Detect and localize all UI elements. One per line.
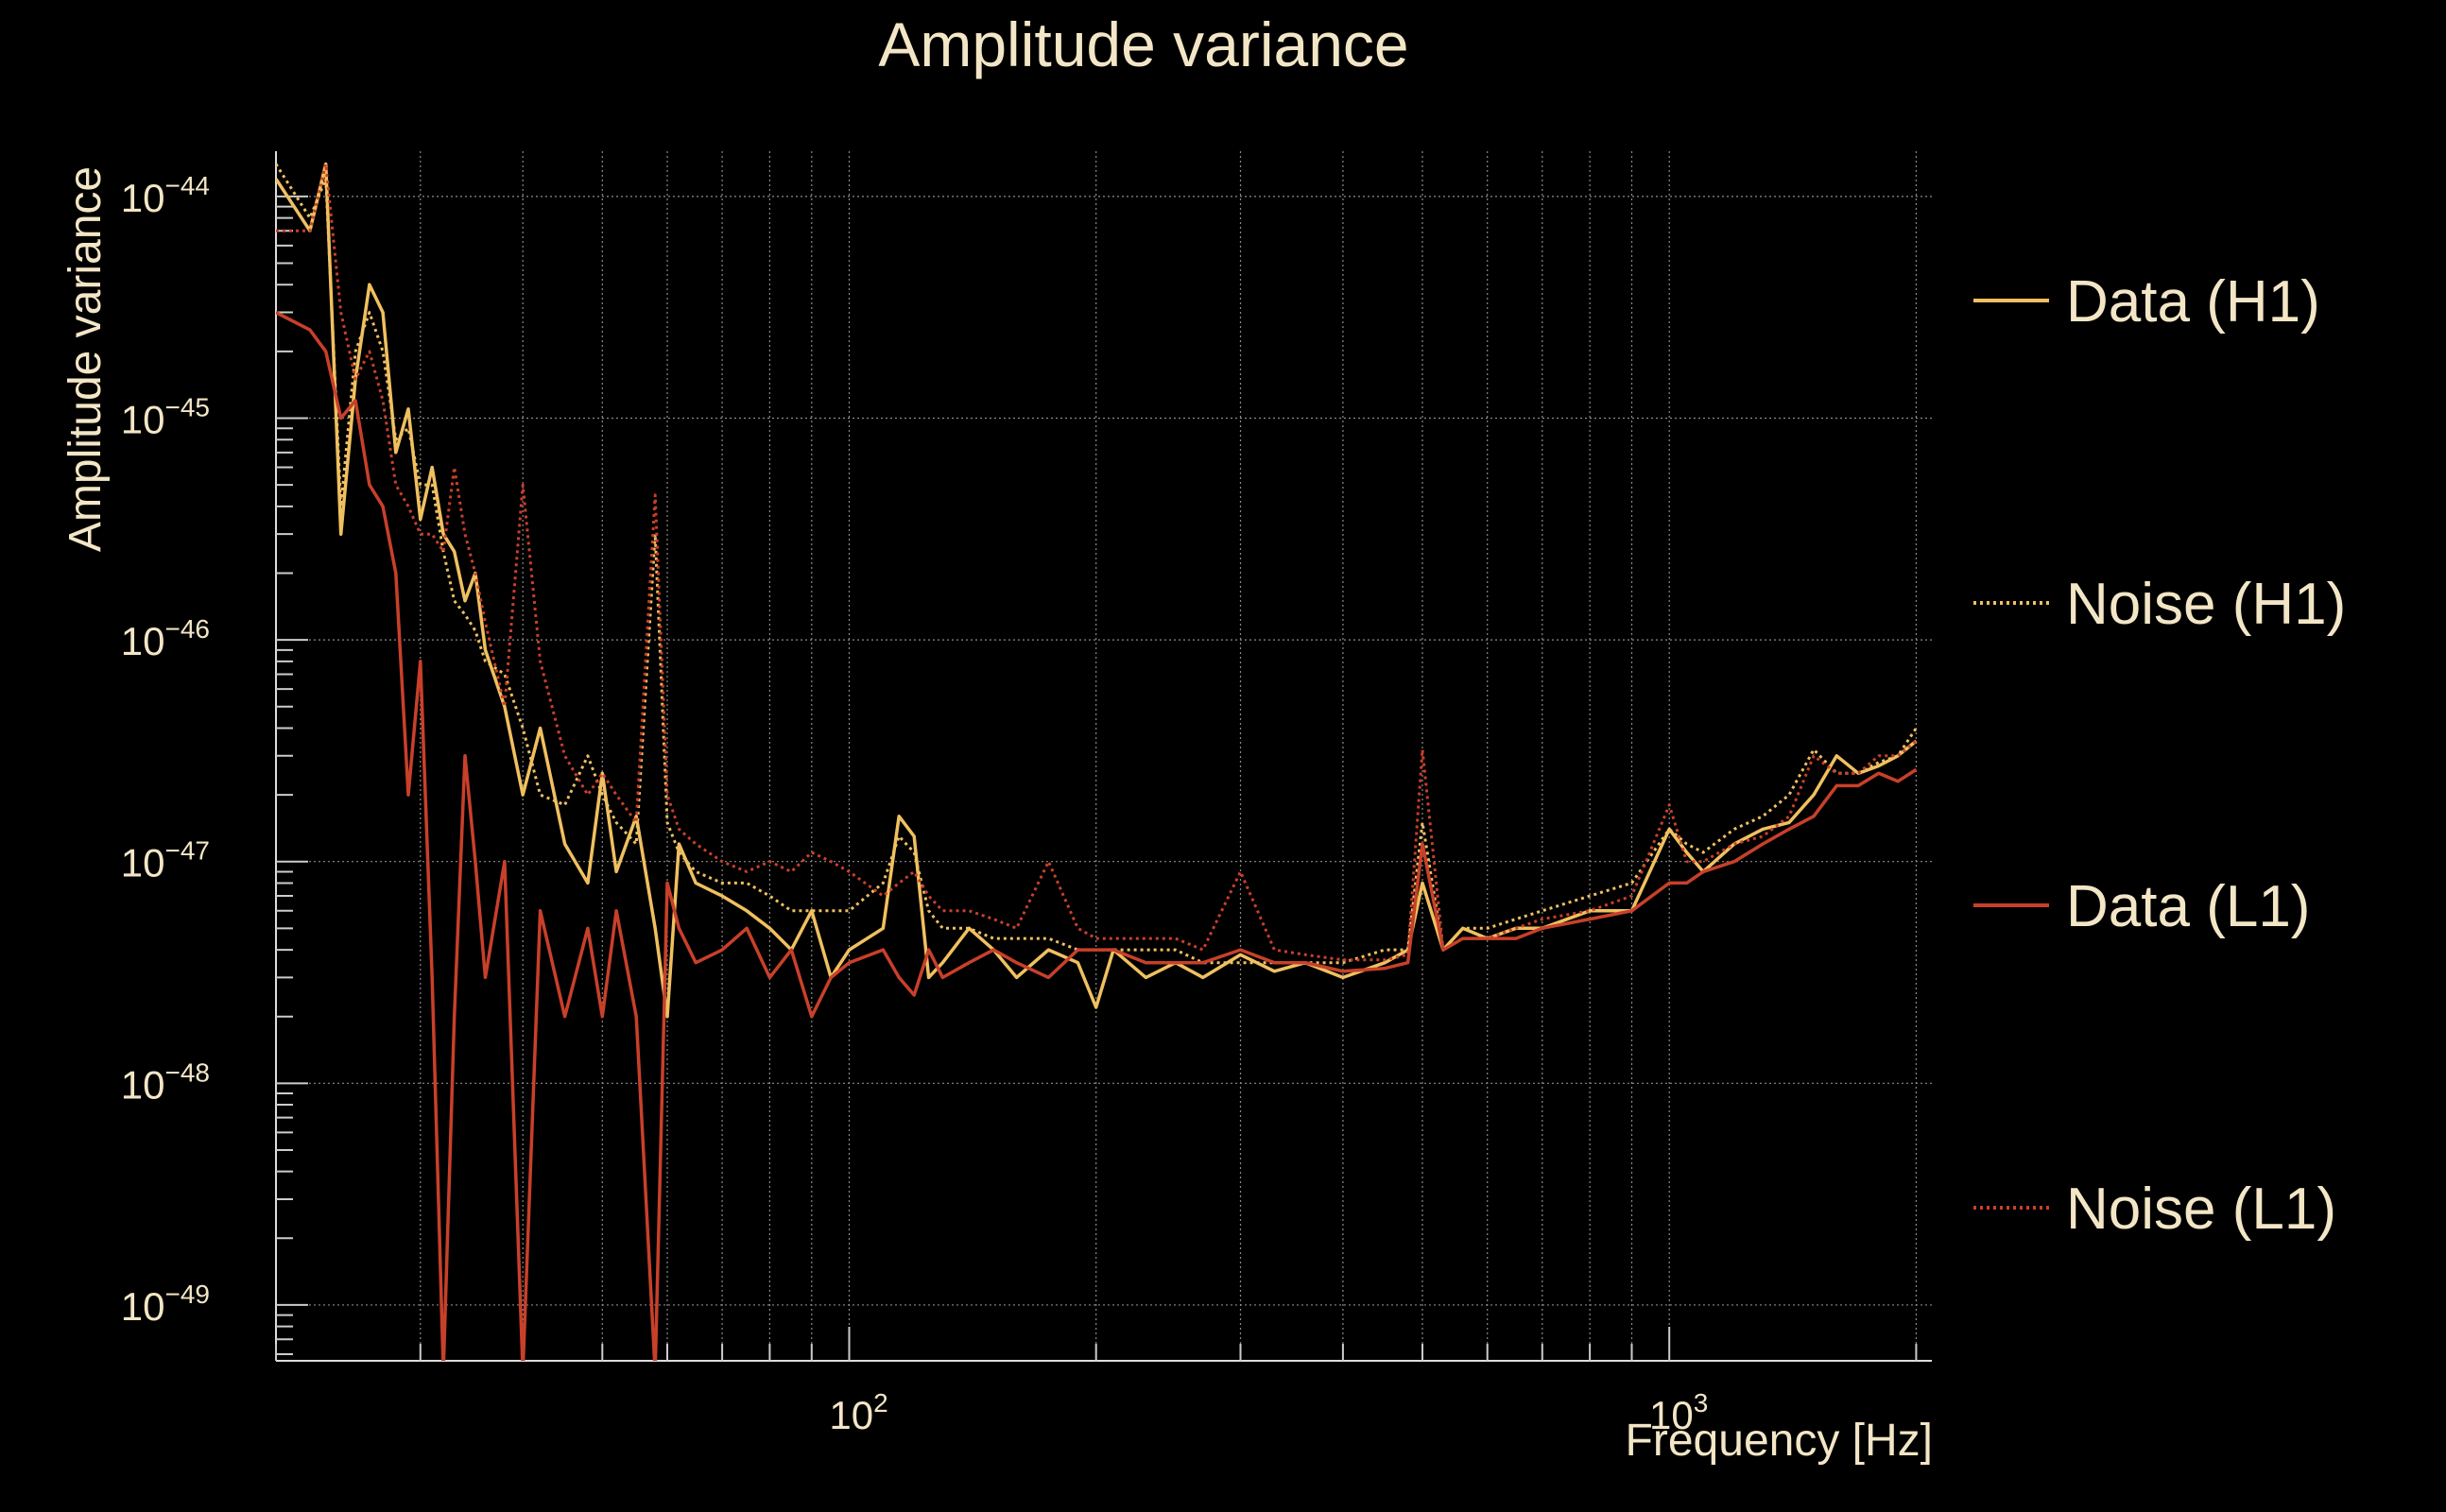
series-line-3 [276, 311, 1918, 1361]
y-tick-label: 10−45 [121, 392, 210, 441]
series-line-2 [276, 163, 1918, 965]
legend-label: Noise (L1) [2066, 1177, 2336, 1242]
x-tick-label: 103 [1649, 1388, 1708, 1437]
legend-label: Noise (H1) [2066, 572, 2346, 637]
y-tick-label: 10−44 [121, 171, 210, 220]
series-line-1 [276, 162, 1918, 1019]
legend-label: Data (H1) [2066, 269, 2320, 335]
chart-title: Amplitude variance [878, 9, 1408, 79]
axis-ticks [275, 195, 1918, 1361]
grid-lines [275, 151, 1932, 1361]
y-tick-label: 10−49 [121, 1280, 210, 1329]
y-tick-label: 10−46 [121, 614, 210, 663]
y-axis-label: Amplitude variance [60, 166, 111, 552]
y-tick-label: 10−47 [121, 836, 210, 885]
y-tick-label: 10−48 [121, 1057, 210, 1107]
x-axis-label: Frequency [Hz] [1626, 1416, 1933, 1466]
series-lines [276, 162, 1918, 1361]
legend-label: Data (L1) [2066, 874, 2310, 939]
tick-labels: 10−44 10−45 10−46 10−47 10−48 10−49 102 103 [121, 171, 1709, 1437]
legend: Data (H1) Noise (H1) Data (L1) Noise (L1) [1973, 269, 2346, 1242]
x-tick-label: 102 [829, 1388, 887, 1437]
